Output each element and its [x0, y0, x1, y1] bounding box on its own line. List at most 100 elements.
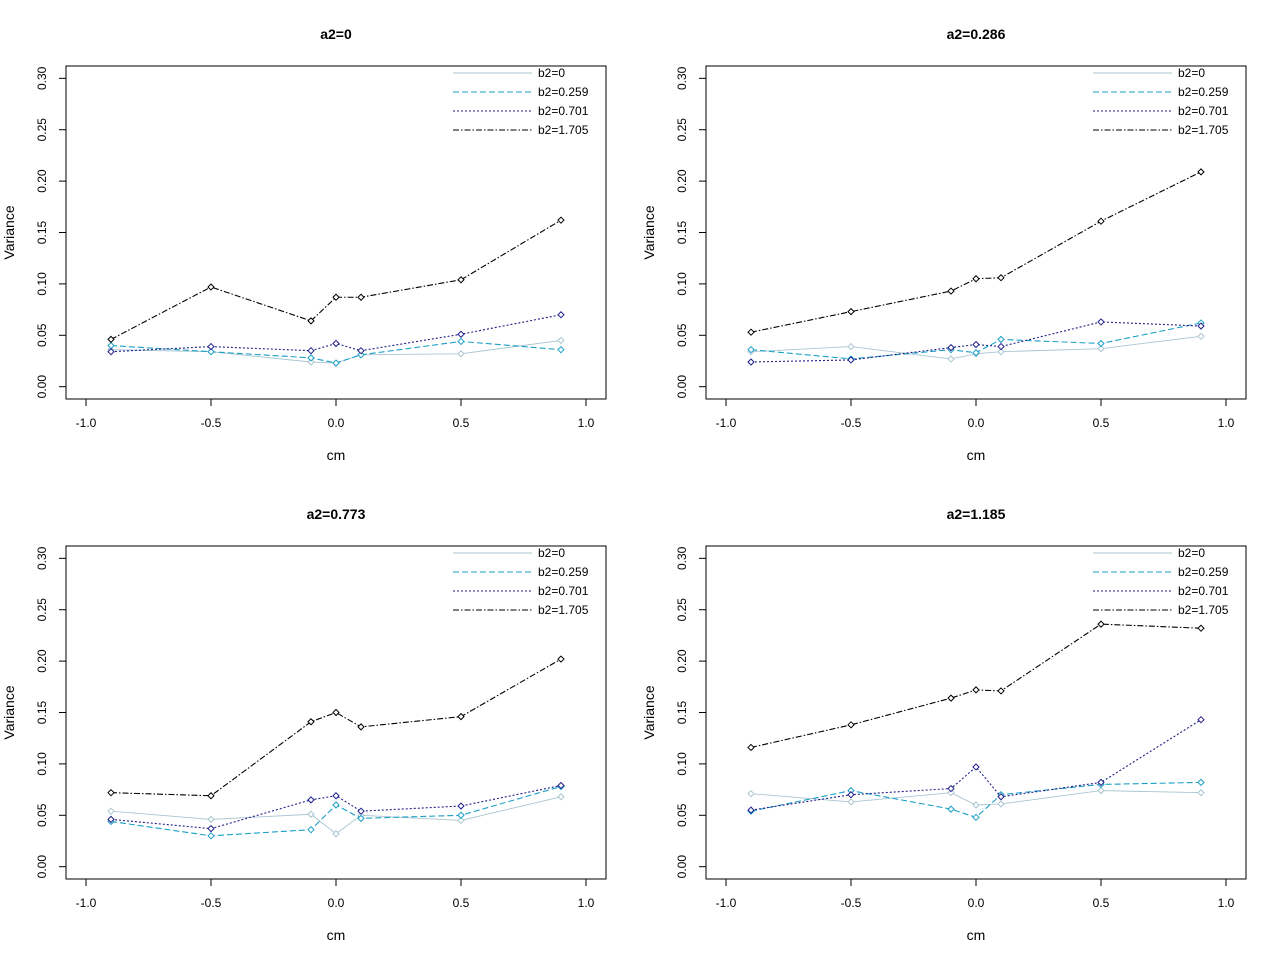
data-point	[1197, 715, 1205, 724]
data-point	[332, 830, 340, 838]
data-point	[107, 788, 115, 797]
data-point	[747, 358, 755, 366]
chart-title: a2=0.773	[307, 506, 366, 522]
data-point	[457, 330, 465, 338]
y-tick-label: 0.00	[35, 375, 49, 399]
data-point	[207, 348, 215, 356]
data-point	[107, 335, 115, 344]
legend-label: b2=0	[538, 66, 565, 80]
data-point	[747, 345, 755, 354]
y-axis-label: Variance	[1, 205, 17, 259]
y-tick-label: 0.05	[35, 803, 49, 827]
data-point	[107, 815, 115, 824]
series-line-4	[110, 658, 562, 797]
data-point	[332, 293, 340, 301]
y-tick-label: 0.15	[675, 700, 689, 724]
x-tick-label: 0.5	[453, 416, 470, 430]
data-point	[847, 721, 855, 729]
data-point	[947, 355, 955, 363]
legend-label: b2=0	[538, 546, 565, 560]
chart-title: a2=0.286	[947, 26, 1006, 42]
data-point	[1097, 318, 1105, 326]
data-point	[457, 337, 465, 346]
data-point	[107, 341, 115, 350]
data-point	[207, 792, 215, 800]
data-point	[972, 763, 980, 771]
chart-title: a2=1.185	[947, 506, 1006, 522]
y-tick-label: 0.20	[675, 169, 689, 193]
data-point	[357, 346, 365, 355]
legend-label: b2=0.701	[538, 104, 589, 118]
x-tick-label: 0.5	[1093, 896, 1110, 910]
x-tick-label: 0.5	[1093, 416, 1110, 430]
data-point	[947, 788, 955, 797]
data-point	[1097, 786, 1105, 795]
data-point	[457, 811, 465, 819]
data-point	[1097, 778, 1105, 787]
data-point	[997, 342, 1005, 351]
legend-label: b2=0.701	[1178, 104, 1229, 118]
data-point	[307, 317, 315, 325]
data-point	[557, 793, 565, 801]
data-point	[972, 801, 980, 809]
data-point	[307, 810, 315, 818]
data-point	[947, 805, 955, 813]
series-line-4	[750, 623, 1202, 748]
y-tick-label: 0.10	[675, 272, 689, 296]
plot-frame	[65, 65, 607, 400]
x-tick-label: 0.5	[453, 896, 470, 910]
x-tick-label: 1.0	[1218, 416, 1235, 430]
x-axis-label: cm	[967, 447, 986, 463]
y-tick-label: 0.15	[35, 700, 49, 724]
legend-label: b2=0	[1178, 546, 1205, 560]
x-tick-label: 1.0	[578, 416, 595, 430]
legend-label: b2=1.705	[1178, 603, 1229, 617]
data-point	[997, 348, 1005, 356]
data-point	[747, 789, 755, 798]
series-line-4	[750, 171, 1202, 333]
y-tick-label: 0.15	[35, 220, 49, 244]
data-point	[1197, 624, 1205, 632]
data-point	[107, 807, 115, 815]
legend-label: b2=0.259	[538, 85, 589, 99]
data-point	[847, 791, 855, 799]
data-point	[307, 354, 315, 362]
y-axis-label: Variance	[1, 685, 17, 739]
legend-label: b2=0.701	[1178, 584, 1229, 598]
x-axis-label: cm	[327, 447, 346, 463]
y-tick-label: 0.30	[35, 546, 49, 570]
data-point	[747, 806, 755, 814]
data-point	[947, 343, 955, 352]
x-tick-label: 0.0	[968, 896, 985, 910]
y-tick-label: 0.00	[35, 855, 49, 879]
x-tick-label: -1.0	[76, 416, 97, 430]
y-tick-label: 0.20	[675, 649, 689, 673]
data-point	[332, 801, 340, 809]
data-point	[557, 781, 565, 790]
legend-label: b2=0.701	[538, 584, 589, 598]
legend-label: b2=1.705	[538, 123, 589, 137]
legend-label: b2=1.705	[538, 603, 589, 617]
data-point	[1197, 788, 1205, 797]
y-tick-label: 0.10	[35, 272, 49, 296]
legend-label: b2=1.705	[1178, 123, 1229, 137]
data-point	[357, 293, 365, 301]
data-point	[332, 792, 340, 800]
data-point	[997, 687, 1005, 695]
legend-label: b2=0.259	[1178, 85, 1229, 99]
data-point	[1197, 322, 1205, 330]
data-point	[847, 342, 855, 351]
data-point	[307, 825, 315, 834]
data-point	[847, 307, 855, 316]
data-point	[307, 346, 315, 355]
data-point	[847, 356, 855, 364]
data-point	[207, 283, 215, 291]
data-point	[357, 351, 365, 359]
data-point	[357, 807, 365, 815]
data-point	[997, 800, 1005, 808]
data-point	[1097, 620, 1105, 628]
data-point	[332, 339, 340, 348]
legend-label: b2=0.259	[1178, 565, 1229, 579]
y-tick-label: 0.10	[35, 752, 49, 776]
